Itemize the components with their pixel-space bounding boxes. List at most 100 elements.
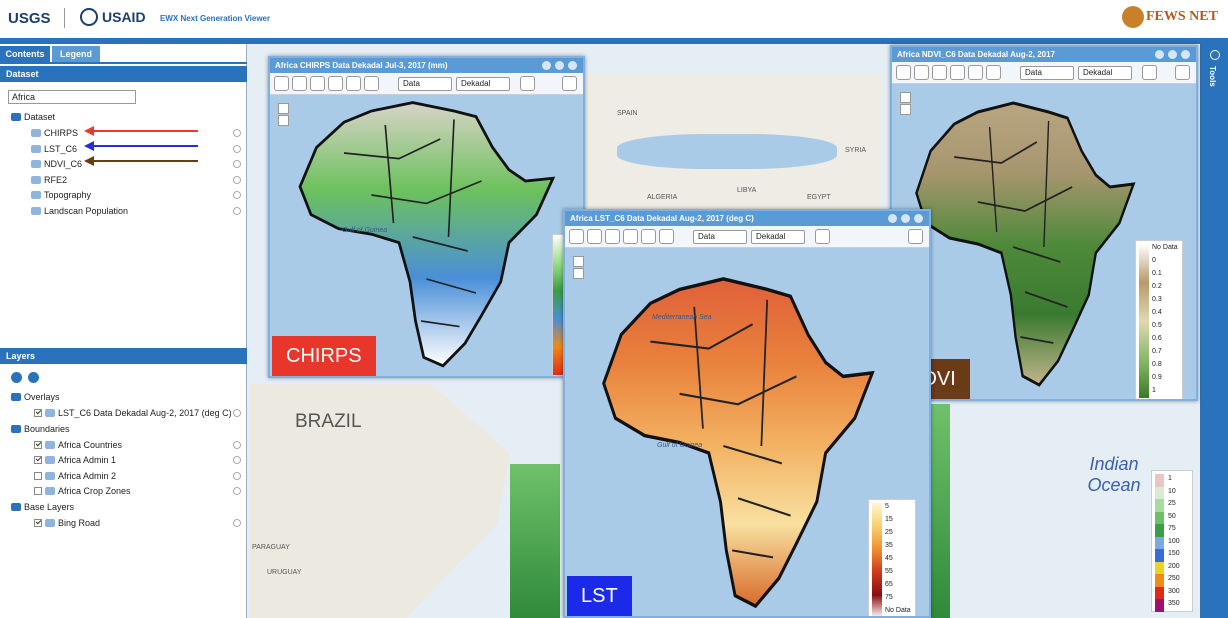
layer-item[interactable]: Africa Countries — [44, 438, 122, 452]
tool-button[interactable] — [562, 76, 577, 91]
icon — [45, 518, 55, 527]
map-label: Gulf of Guinea — [342, 227, 388, 234]
tool-button[interactable] — [623, 229, 638, 244]
legend: 1 10 25 50 75 100 150 200 250 300 350 — [1151, 470, 1193, 612]
arrow-head — [84, 126, 94, 136]
dataset-item[interactable]: NDVI_C6 — [30, 157, 82, 171]
checkbox[interactable] — [34, 487, 42, 495]
africa-map — [602, 277, 875, 609]
tool-button[interactable] — [914, 65, 929, 80]
dropdown[interactable]: Data — [693, 230, 747, 244]
legend-ramp — [1139, 244, 1149, 398]
legend-label: 150 — [1168, 550, 1180, 557]
dropdown[interactable]: Data — [1020, 66, 1074, 80]
checkbox[interactable] — [34, 408, 42, 417]
tab[interactable]: Contents — [0, 46, 50, 62]
arrow-head — [84, 141, 94, 151]
dropdown[interactable]: Dekadal — [456, 77, 510, 91]
layer-item[interactable]: Africa Crop Zones — [44, 484, 131, 498]
tab[interactable]: Legend — [52, 46, 100, 62]
tool-button[interactable] — [605, 229, 620, 244]
tool-button[interactable] — [1175, 65, 1190, 80]
zoom-in[interactable] — [573, 256, 584, 267]
tool-button[interactable] — [815, 229, 830, 244]
zoom-in[interactable] — [900, 92, 911, 103]
dataset-item[interactable]: Landscan Population — [30, 204, 128, 218]
legend-label: 25 — [1168, 500, 1176, 507]
tool-button[interactable] — [364, 76, 379, 91]
map-window: Africa CHIRPS Data Dekadal Jul-3, 2017 (… — [268, 56, 585, 378]
tool-button[interactable] — [587, 229, 602, 244]
tool-button[interactable] — [1142, 65, 1157, 80]
tool-button[interactable] — [968, 65, 983, 80]
window-button[interactable] — [555, 61, 564, 70]
dataset-item[interactable]: CHIRPS — [30, 126, 78, 140]
layer-item[interactable]: Bing Road — [44, 516, 100, 530]
tools-label[interactable]: Tools — [1208, 66, 1217, 87]
legend-label: 10 — [1168, 487, 1176, 495]
add-button[interactable] — [11, 372, 22, 383]
dropdown[interactable]: Dekadal — [751, 230, 805, 244]
dataset-item[interactable]: LST_C6 — [30, 142, 77, 156]
window-button[interactable] — [901, 214, 910, 223]
dataset-item[interactable]: Topography — [30, 188, 91, 202]
layer-item[interactable]: Africa Admin 1 — [44, 453, 116, 467]
tool-button[interactable] — [274, 76, 289, 91]
window-button[interactable] — [914, 214, 923, 223]
legend-label: 0.8 — [1152, 361, 1162, 368]
window-button[interactable] — [542, 61, 551, 70]
borders — [954, 120, 1073, 344]
app-title: EWX Next Generation Viewer — [160, 14, 271, 23]
zoom-out[interactable] — [573, 268, 584, 279]
checkbox[interactable] — [34, 440, 42, 449]
dataset-item[interactable]: RFE2 — [30, 173, 67, 187]
tool-button[interactable] — [659, 229, 674, 244]
checkbox[interactable] — [34, 455, 42, 464]
tool-button[interactable] — [310, 76, 325, 91]
window-button[interactable] — [1168, 50, 1177, 59]
tool-button[interactable] — [986, 65, 1001, 80]
tool-button[interactable] — [896, 65, 911, 80]
tool-button[interactable] — [292, 76, 307, 91]
raster-strip — [930, 404, 950, 618]
tab-strip — [0, 62, 247, 64]
zoom-in[interactable] — [278, 103, 289, 114]
dropdown[interactable]: Dekadal — [1078, 66, 1132, 80]
window-button[interactable] — [1181, 50, 1190, 59]
layer-group: Base Layers — [10, 500, 74, 514]
continent — [298, 101, 556, 368]
checkbox[interactable] — [34, 518, 42, 527]
tools-icon[interactable] — [1210, 50, 1220, 60]
tool-button[interactable] — [908, 229, 923, 244]
legend-label: 0.3 — [1152, 296, 1162, 303]
dropdown[interactable]: Data — [398, 77, 452, 91]
window-button[interactable] — [568, 61, 577, 70]
layer-item[interactable]: Africa Admin 2 — [44, 469, 116, 483]
window-button[interactable] — [888, 214, 897, 223]
legend-label: 35 — [885, 542, 893, 549]
africa-map — [915, 101, 1136, 387]
layer-item[interactable]: LST_C6 Data Dekadal Aug-2, 2017 (deg C) — [44, 406, 232, 420]
region-select[interactable]: Africa — [8, 90, 136, 104]
icon — [11, 393, 21, 401]
tool-button[interactable] — [520, 76, 535, 91]
checkbox[interactable] — [34, 471, 42, 480]
tool-button[interactable] — [641, 229, 656, 244]
fews-logo: FEWS NET — [1146, 9, 1218, 24]
tools-strip[interactable]: Tools — [1200, 44, 1228, 618]
tool-button[interactable] — [950, 65, 965, 80]
window-button[interactable] — [1155, 50, 1164, 59]
zoom-out[interactable] — [278, 115, 289, 126]
tool-button[interactable] — [346, 76, 361, 91]
zoom-out[interactable] — [900, 104, 911, 115]
ocean-label: Indian Ocean — [1087, 454, 1141, 495]
tool-button[interactable] — [569, 229, 584, 244]
tool-button[interactable] — [932, 65, 947, 80]
window-title: Africa LST_C6 Data Dekadal Aug-2, 2017 (… — [565, 211, 929, 226]
layer-group: Boundaries — [10, 422, 70, 436]
map-label: PARAGUAY — [252, 544, 290, 551]
tool-button[interactable] — [328, 76, 343, 91]
africa-map — [298, 101, 556, 368]
legend-label: No Data — [1152, 244, 1178, 251]
remove-button[interactable] — [28, 372, 39, 383]
